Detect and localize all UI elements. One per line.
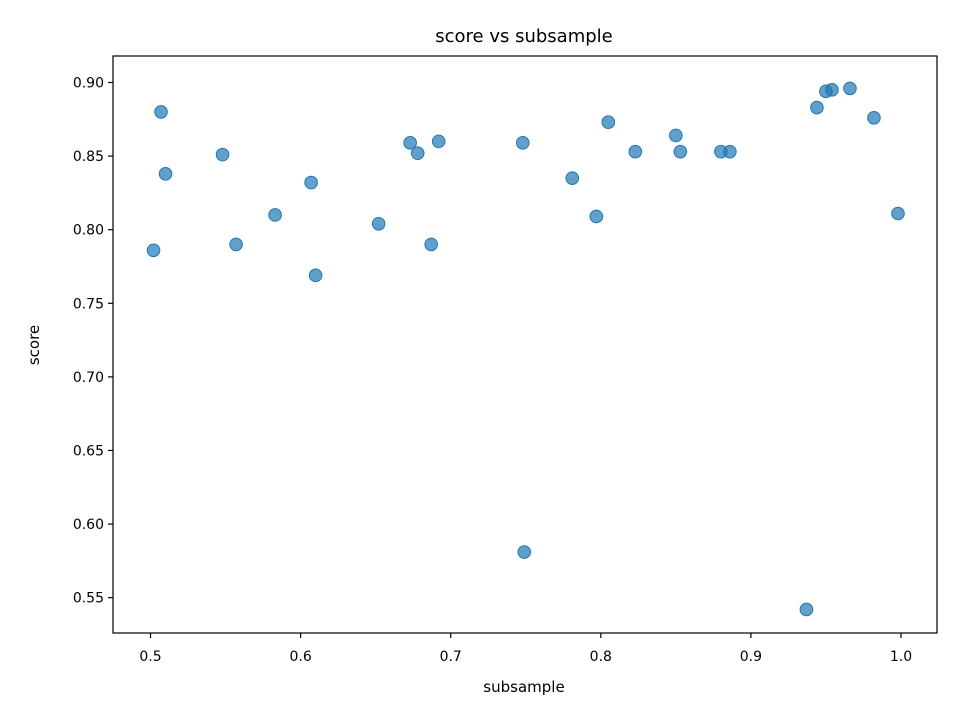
data-points	[146, 81, 905, 617]
y-tick-label: 0.65	[73, 443, 104, 459]
y-tick-label: 0.70	[73, 370, 104, 386]
data-point	[825, 83, 839, 97]
data-point	[304, 175, 318, 190]
data-point	[669, 128, 683, 143]
x-axis-label: subsample	[483, 678, 564, 696]
data-point	[628, 144, 643, 159]
data-point	[158, 166, 173, 181]
y-tick-label: 0.90	[73, 75, 104, 91]
data-point	[268, 208, 282, 222]
data-point	[146, 243, 161, 258]
y-tick-label: 0.55	[73, 591, 104, 607]
data-point	[799, 602, 814, 617]
data-point	[517, 545, 532, 559]
x-axis-ticks: 0.5 0.6 0.7 0.8 0.9 1.0	[139, 633, 912, 665]
data-point	[371, 217, 386, 231]
data-point	[515, 136, 530, 150]
x-tick-label: 0.5	[139, 649, 161, 665]
plot-frame	[112, 55, 938, 634]
data-point	[410, 146, 425, 160]
x-tick-label: 0.8	[590, 649, 612, 665]
data-point	[215, 147, 230, 162]
data-point	[601, 115, 616, 130]
x-tick-label: 1.0	[890, 649, 912, 665]
data-point	[403, 136, 417, 150]
data-point	[431, 134, 446, 149]
data-point	[308, 268, 323, 283]
data-point	[810, 100, 824, 115]
chart-title: score vs subsample	[435, 26, 613, 47]
y-tick-label: 0.80	[73, 223, 104, 239]
y-axis-label: score	[25, 325, 43, 365]
y-axis-ticks: 0.55 0.60 0.65 0.70 0.75 0.80 0.85 0.90	[73, 75, 113, 607]
data-point	[424, 237, 438, 252]
data-point	[723, 144, 737, 159]
y-tick-label: 0.75	[73, 296, 104, 312]
x-tick-label: 0.9	[740, 649, 762, 665]
data-point	[589, 209, 604, 224]
data-point	[565, 171, 580, 185]
data-point	[154, 105, 168, 119]
x-tick-label: 0.6	[289, 649, 311, 665]
y-tick-label: 0.85	[73, 149, 104, 165]
data-point	[673, 144, 688, 159]
x-tick-label: 0.7	[440, 649, 462, 665]
data-point	[891, 206, 905, 221]
y-tick-label: 0.60	[73, 517, 104, 533]
data-point	[229, 237, 243, 252]
data-point	[843, 81, 857, 96]
data-point	[867, 111, 881, 125]
